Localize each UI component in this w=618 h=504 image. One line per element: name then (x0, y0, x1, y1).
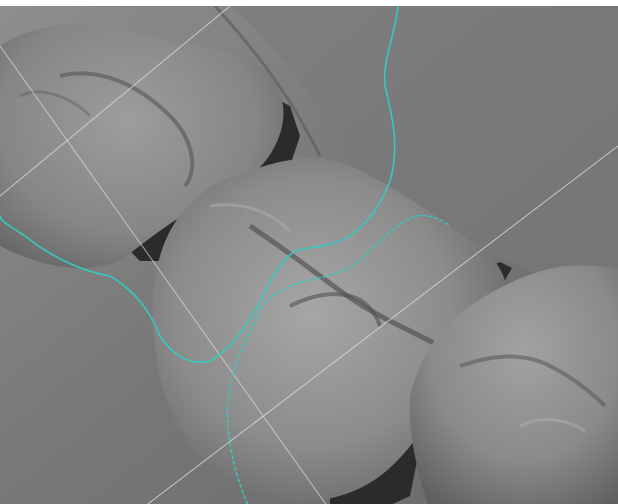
tooth-right-molar (409, 265, 618, 504)
right-molar-groove (459, 354, 607, 408)
left-molar-cusp (19, 90, 92, 118)
margin-curve-dashed[interactable] (226, 214, 451, 504)
center-molar-fissure-2 (289, 292, 382, 327)
right-molar-cusp (519, 418, 586, 433)
gum-ridge (213, 6, 322, 157)
left-molar-groove (59, 71, 195, 188)
center-molar-cusp-ridge (209, 203, 292, 233)
guide-line-diagonal-2 (147, 145, 618, 504)
guide-line-diagonal-3 (0, 45, 327, 504)
margin-curve-solid[interactable] (0, 6, 399, 363)
tooth-left-molar (0, 23, 284, 269)
guide-line-diagonal-1 (0, 6, 231, 197)
upper-right-gum-fold (230, 6, 618, 306)
dental-scan-scene[interactable] (0, 6, 618, 504)
